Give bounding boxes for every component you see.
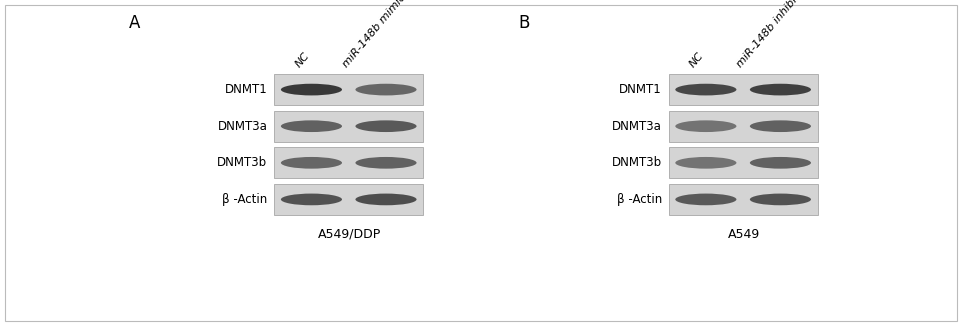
Bar [668, 184, 817, 215]
Text: DNMT3b: DNMT3b [611, 156, 661, 169]
Ellipse shape [675, 120, 736, 132]
Ellipse shape [749, 120, 810, 132]
Ellipse shape [675, 157, 736, 169]
Ellipse shape [281, 84, 342, 96]
Ellipse shape [281, 120, 342, 132]
Ellipse shape [355, 120, 416, 132]
Text: DNMT3b: DNMT3b [217, 156, 267, 169]
Text: DNMT1: DNMT1 [225, 83, 267, 96]
Ellipse shape [675, 84, 736, 96]
Text: miR-148b inhibitor: miR-148b inhibitor [734, 0, 808, 70]
Ellipse shape [749, 157, 810, 169]
Text: DNMT3a: DNMT3a [611, 120, 661, 133]
Text: miR-148b mimic: miR-148b mimic [340, 0, 407, 70]
Bar [668, 74, 817, 105]
Bar [668, 111, 817, 142]
Ellipse shape [675, 193, 736, 205]
Text: β -Actin: β -Actin [616, 193, 661, 206]
Ellipse shape [355, 193, 416, 205]
Text: A549/DDP: A549/DDP [317, 228, 381, 241]
Ellipse shape [749, 84, 810, 96]
Bar [274, 74, 423, 105]
Bar [274, 147, 423, 178]
Ellipse shape [355, 84, 416, 96]
Text: A549: A549 [727, 228, 759, 241]
Bar [274, 111, 423, 142]
Text: NC: NC [293, 51, 311, 70]
Bar [668, 147, 817, 178]
Text: β -Actin: β -Actin [222, 193, 267, 206]
Text: NC: NC [687, 51, 705, 70]
Bar [274, 184, 423, 215]
Ellipse shape [749, 193, 810, 205]
Ellipse shape [281, 193, 342, 205]
Ellipse shape [281, 157, 342, 169]
Text: DNMT3a: DNMT3a [217, 120, 267, 133]
Text: DNMT1: DNMT1 [619, 83, 661, 96]
Text: A: A [129, 14, 140, 32]
Text: B: B [518, 14, 530, 32]
Ellipse shape [355, 157, 416, 169]
